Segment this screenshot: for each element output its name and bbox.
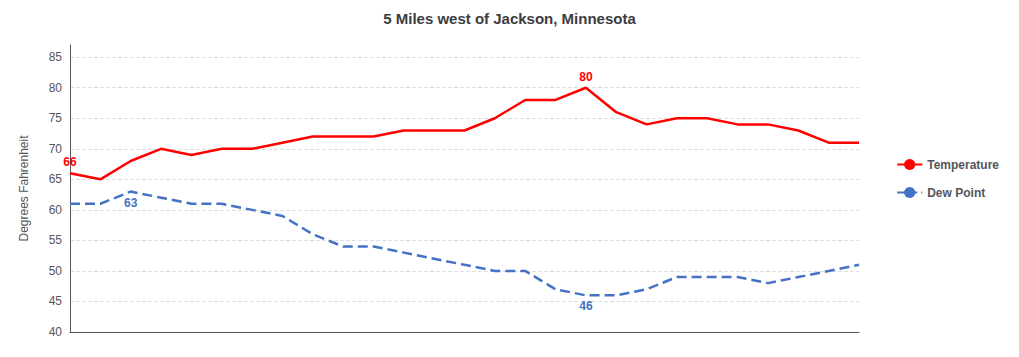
svg-text:66: 66: [63, 155, 77, 169]
svg-text:Degrees Fahrenheit: Degrees Fahrenheit: [17, 135, 31, 242]
svg-text:Temperature: Temperature: [927, 158, 999, 172]
svg-text:63: 63: [124, 196, 138, 210]
svg-text:40: 40: [49, 325, 63, 339]
svg-text:70: 70: [49, 142, 63, 156]
svg-text:65: 65: [49, 172, 63, 186]
svg-text:80: 80: [49, 81, 63, 95]
svg-text:80: 80: [579, 70, 593, 84]
svg-text:85: 85: [49, 50, 63, 64]
svg-text:60: 60: [49, 203, 63, 217]
svg-text:45: 45: [49, 294, 63, 308]
svg-text:5 Miles west of Jackson, Minne: 5 Miles west of Jackson, Minnesota: [383, 10, 636, 27]
svg-text:46: 46: [579, 299, 593, 313]
svg-text:55: 55: [49, 233, 63, 247]
svg-text:Dew Point: Dew Point: [927, 186, 985, 200]
svg-text:75: 75: [49, 111, 63, 125]
svg-text:50: 50: [49, 264, 63, 278]
